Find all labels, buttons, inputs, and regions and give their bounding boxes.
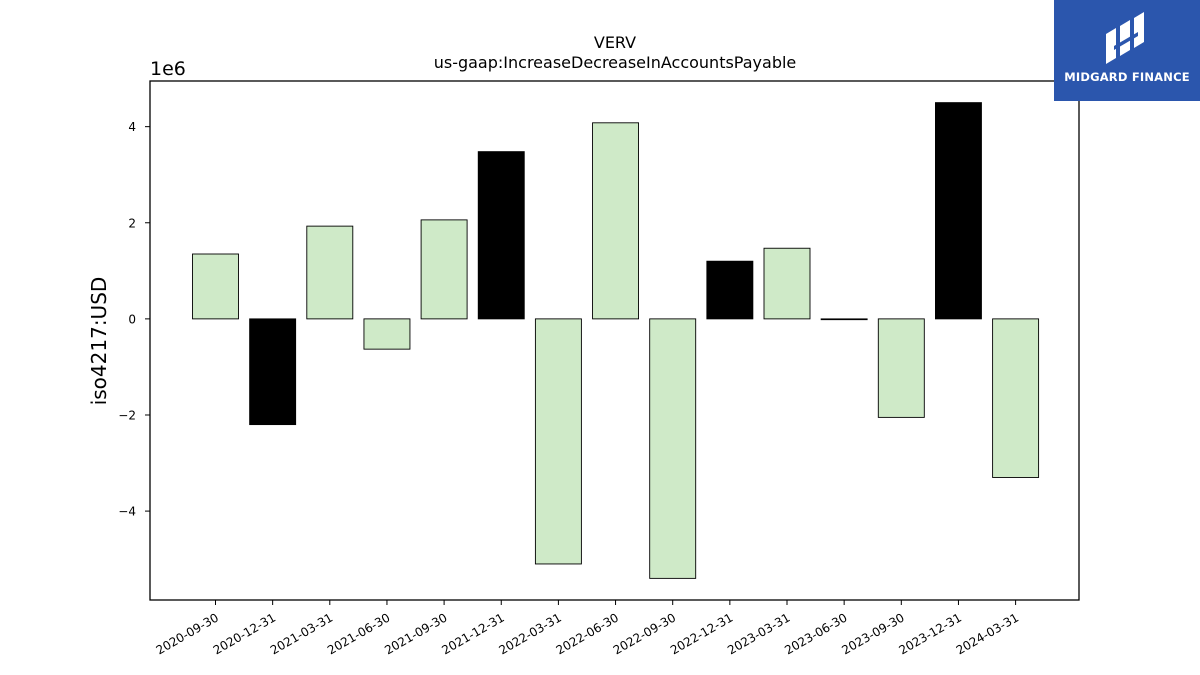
x-tick-label: 2021-03-31 — [268, 610, 335, 657]
x-tick-label: 2023-09-30 — [839, 610, 906, 657]
midgard-finance-logo: MIDGARD FINANCE — [1054, 0, 1200, 101]
bar-2023-06-30 — [820, 318, 868, 321]
x-tick-label: 2021-06-30 — [325, 610, 392, 657]
chart-title: VERV — [594, 33, 636, 52]
x-tick-label: 2023-03-31 — [725, 610, 792, 657]
x-tick-label: 2023-12-31 — [897, 610, 964, 657]
bar-2023-12-31 — [935, 102, 982, 320]
bar-2020-12-31 — [249, 318, 297, 426]
y-tick-label: −4 — [118, 505, 136, 519]
bar-2022-03-31 — [534, 318, 582, 565]
chart-subtitle: us-gaap:IncreaseDecreaseInAccountsPayabl… — [434, 53, 797, 72]
midgard-logo-icon — [1106, 12, 1144, 64]
y-axis-label: iso4217:USD — [87, 277, 111, 406]
x-tick-label: 2021-09-30 — [382, 610, 449, 657]
y-tick-label: 0 — [128, 312, 136, 326]
bar-2021-09-30 — [420, 219, 468, 320]
x-tick-label: 2020-09-30 — [154, 610, 221, 657]
bar-2020-09-30 — [192, 253, 239, 320]
x-tick-label: 2022-03-31 — [496, 610, 563, 657]
bar-2024-03-31 — [992, 318, 1040, 478]
x-tick-label: 2022-12-31 — [668, 610, 735, 657]
x-tick-label: 2022-09-30 — [611, 610, 678, 657]
y-scale-label: 1e6 — [150, 58, 186, 80]
bar-2022-12-31 — [706, 260, 754, 320]
y-tick-label: −2 — [118, 408, 136, 422]
bar-2023-09-30 — [877, 318, 925, 418]
x-tick-label: 2024-03-31 — [954, 610, 1021, 657]
x-tick-label: 2022-06-30 — [554, 610, 621, 657]
bar-2023-03-31 — [763, 247, 811, 320]
x-tick-label: 2021-12-31 — [439, 610, 506, 657]
bar-2022-06-30 — [592, 122, 639, 320]
bar-2021-03-31 — [306, 225, 354, 320]
x-tick-label: 2020-12-31 — [211, 610, 278, 657]
x-tick-label: 2023-06-30 — [782, 610, 849, 657]
bar-2021-06-30 — [363, 318, 411, 350]
bar-2022-09-30 — [649, 318, 697, 579]
bar-2021-12-31 — [477, 151, 525, 320]
y-tick-label: 2 — [128, 216, 136, 230]
y-tick-label: 4 — [128, 120, 136, 134]
plot-frame — [149, 80, 1080, 601]
logo-text: MIDGARD FINANCE — [1064, 70, 1190, 84]
